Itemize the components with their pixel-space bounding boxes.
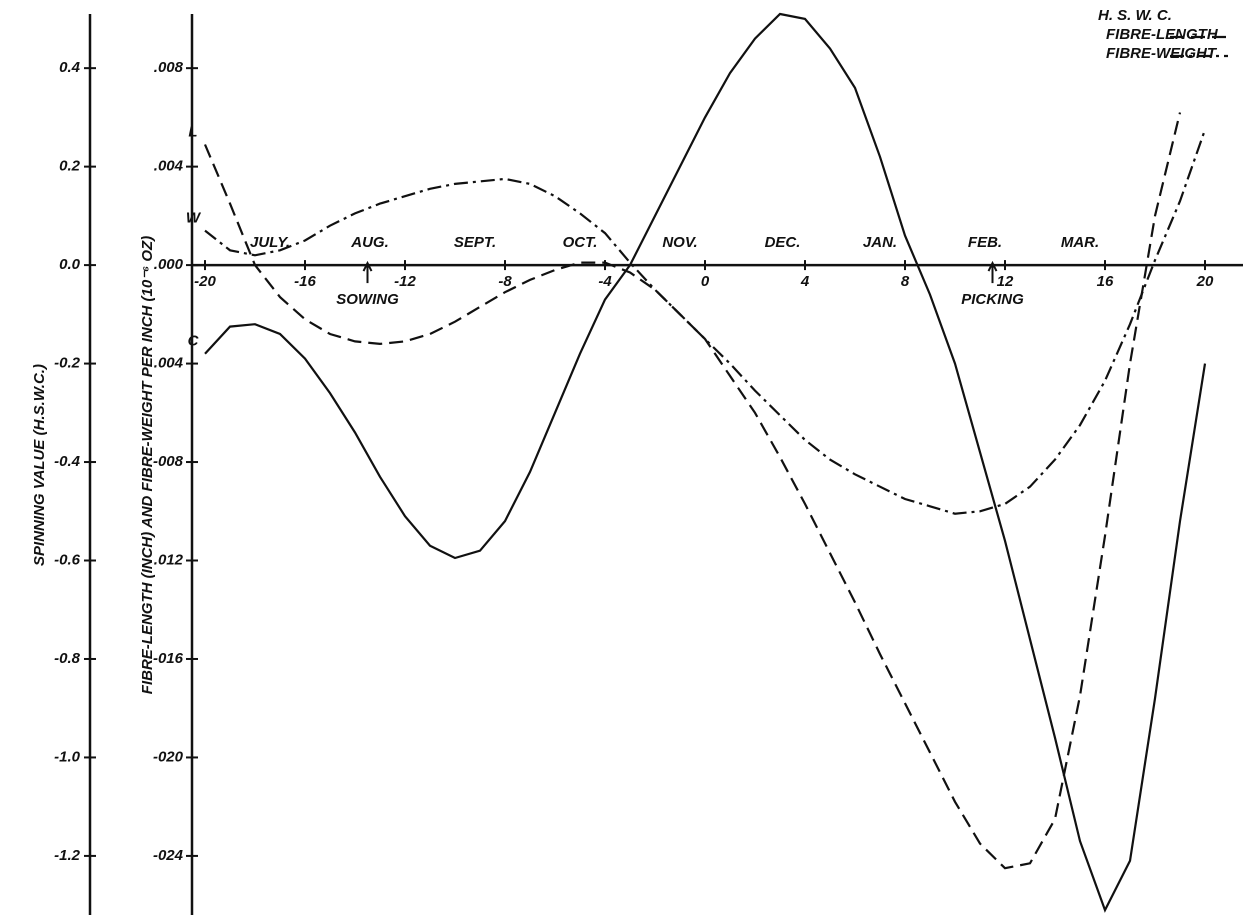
curve-label: W — [186, 210, 202, 227]
y-tick-label: -1.2 — [54, 847, 81, 864]
legend-label: FIBRE-WEIGHT — [1106, 45, 1218, 62]
y2-tick-label: .000 — [154, 256, 184, 273]
x-tick-label: -8 — [498, 273, 512, 290]
y-tick-label: 0.4 — [59, 59, 81, 76]
x-tick-label: -12 — [394, 273, 416, 290]
x-tick-label: -16 — [294, 273, 316, 290]
x-tick-label: 8 — [901, 273, 910, 290]
y-tick-label: -0.2 — [54, 355, 81, 372]
marker-label: SOWING — [336, 291, 399, 308]
y-tick-label: -0.6 — [54, 551, 81, 568]
y-axis-title: SPINNING VALUE (H.S.W.C.) — [31, 364, 48, 566]
x-tick-label: -4 — [598, 273, 612, 290]
marker-arrowhead — [987, 260, 998, 272]
y2-tick-label: .008 — [154, 59, 184, 76]
y-tick-label: -0.4 — [54, 453, 81, 470]
y-tick-label: 0.0 — [59, 256, 81, 273]
y2-axis-title: FIBRE-LENGTH (INCH) AND FIBRE-WEIGHT PER… — [139, 236, 156, 694]
month-label: NOV. — [662, 234, 697, 251]
month-label: FEB. — [968, 234, 1002, 251]
y2-tick-label: .004 — [154, 158, 184, 175]
series-line — [204, 12, 1207, 913]
y2-tick-label: -024 — [153, 847, 184, 864]
y2-tick-label: .012 — [154, 551, 184, 568]
x-tick-label: -20 — [194, 273, 216, 290]
y-tick-label: -0.8 — [54, 650, 81, 667]
y2-tick-label: -020 — [153, 748, 184, 765]
month-label: OCT. — [563, 234, 598, 251]
y2-tick-label: -016 — [153, 650, 184, 667]
curve-label: C — [188, 333, 200, 350]
legend-label: FIBRE-LENGTH — [1106, 26, 1219, 43]
y2-tick-label: -008 — [153, 453, 184, 470]
y2-tick-label: .004 — [154, 355, 184, 372]
x-tick-label: 12 — [997, 273, 1014, 290]
month-label: AUG. — [350, 234, 389, 251]
x-tick-label: 4 — [800, 273, 810, 290]
month-label: SEPT. — [454, 234, 496, 251]
marker-label: PICKING — [961, 291, 1024, 308]
marker-arrowhead — [362, 260, 373, 272]
curve-label: L — [188, 123, 197, 140]
month-label: JULY. — [250, 234, 290, 251]
y-tick-label: -1.0 — [54, 748, 81, 765]
x-tick-label: 20 — [1196, 273, 1214, 290]
x-tick-label: 0 — [701, 273, 710, 290]
month-label: JAN. — [863, 234, 897, 251]
x-tick-label: 16 — [1097, 273, 1114, 290]
y-tick-label: 0.2 — [59, 158, 81, 175]
month-label: DEC. — [765, 234, 801, 251]
series-line — [204, 129, 1207, 515]
series-line — [203, 112, 1182, 870]
legend-label: H. S. W. C. — [1098, 7, 1172, 24]
month-label: MAR. — [1061, 234, 1099, 251]
